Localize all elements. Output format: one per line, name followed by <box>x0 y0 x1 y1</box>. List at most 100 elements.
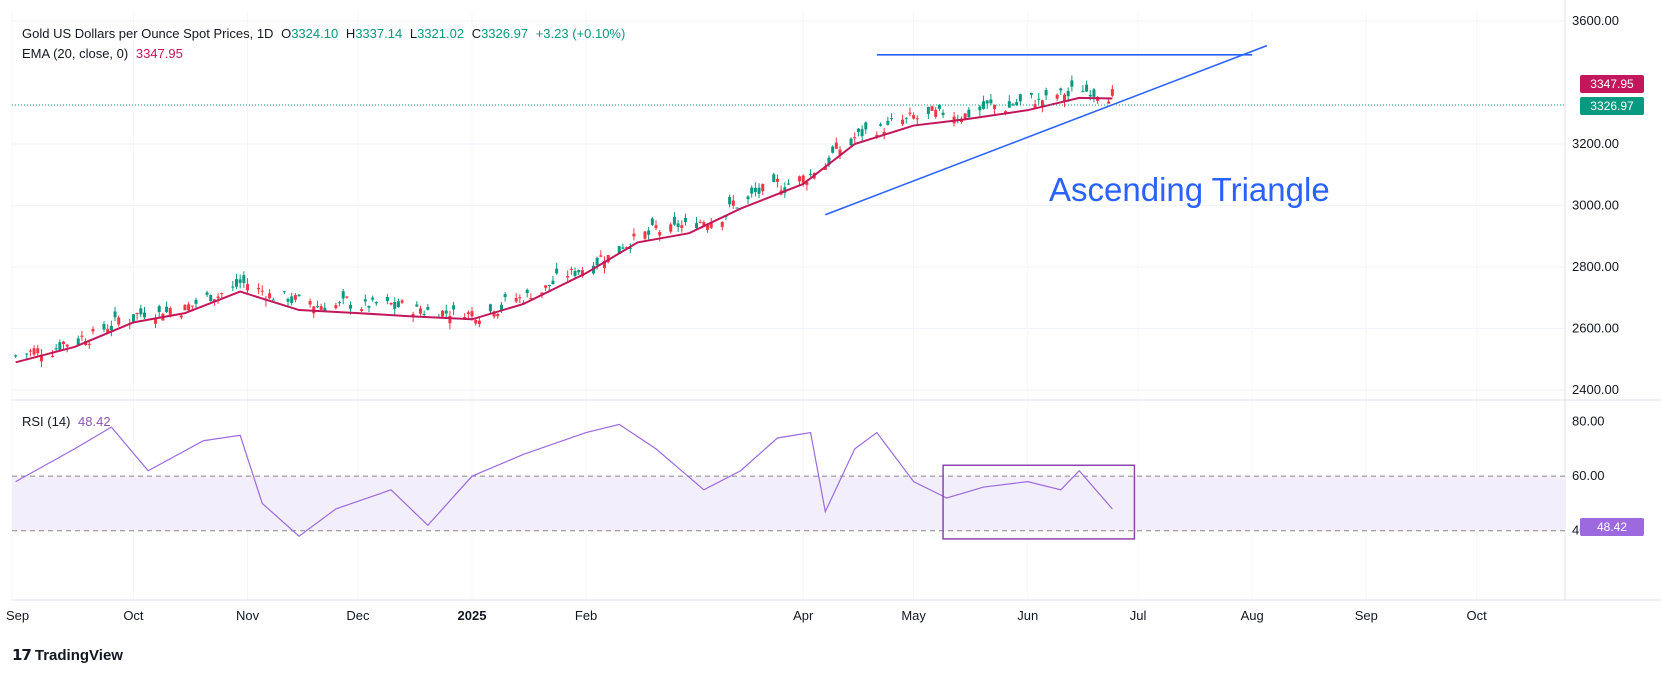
rsi-line <box>15 423 1113 537</box>
candle-body <box>154 318 158 324</box>
candle-body <box>334 305 338 309</box>
candle-body <box>775 178 779 182</box>
candle-body <box>444 310 448 314</box>
candle-body <box>441 310 445 317</box>
candle-body <box>694 223 698 228</box>
candle-body <box>544 285 548 288</box>
candle-body <box>658 231 662 236</box>
rsi-header: RSI (14) 48.42 <box>22 414 115 429</box>
time-axis-label: Oct <box>1467 608 1488 623</box>
candle-body <box>801 175 805 183</box>
candle-body <box>632 233 636 237</box>
rsi-value: 48.42 <box>78 414 111 429</box>
candle-body <box>106 328 110 333</box>
candle-body <box>282 291 286 293</box>
candle-body <box>809 173 813 175</box>
candle-body <box>131 314 135 322</box>
candle-body <box>753 187 757 193</box>
candle-body <box>109 325 113 331</box>
candle-body <box>216 296 220 299</box>
candle-body <box>702 222 706 226</box>
candle-body <box>890 118 894 120</box>
candle-body <box>286 298 290 302</box>
candle-body <box>551 280 555 285</box>
candle-body <box>1033 104 1037 108</box>
candle-body <box>363 299 367 302</box>
candle-body <box>367 306 371 308</box>
price-axis-label: 3200.00 <box>1572 136 1619 151</box>
candle-body <box>617 246 621 255</box>
candle-body <box>371 297 375 300</box>
candle-body <box>36 348 40 354</box>
candle-body <box>1088 94 1092 97</box>
candle-body <box>853 137 857 139</box>
close-price-label: 3326.97 <box>1580 97 1644 115</box>
candle-body <box>1040 100 1044 107</box>
candle-body <box>908 112 912 114</box>
candle-body <box>831 146 835 153</box>
candle-body <box>566 276 570 278</box>
candle-body <box>783 187 787 193</box>
candle-body <box>374 301 378 304</box>
candle-body <box>525 289 529 293</box>
candle-body <box>937 104 941 109</box>
candle-body <box>341 291 345 299</box>
candle-body <box>602 260 606 269</box>
tradingview-branding[interactable]: 𝟭𝟳 TradingView <box>12 646 123 664</box>
candle-body <box>834 142 838 149</box>
candle-body <box>466 312 470 314</box>
candle-body <box>271 299 275 301</box>
candle-body <box>113 311 117 318</box>
candle-body <box>599 255 603 257</box>
candle-body <box>62 341 66 345</box>
candle-body <box>698 221 702 223</box>
candle-body <box>580 270 584 277</box>
candle-body <box>1044 90 1048 96</box>
candle-body <box>669 224 673 232</box>
candle-body <box>415 304 419 307</box>
candle-body <box>882 132 886 135</box>
candle-body <box>102 324 106 330</box>
candle-body <box>912 115 916 119</box>
candle-body <box>293 295 297 300</box>
candle-body <box>577 270 581 273</box>
time-axis-label: Sep <box>1355 608 1378 623</box>
symbol-title: Gold US Dollars per Ounce Spot Prices, 1… <box>22 26 274 41</box>
ema-label: EMA (20, close, 0) <box>22 46 129 61</box>
candle-body <box>477 320 481 325</box>
rsi-label: RSI (14) <box>22 414 71 429</box>
candle-body <box>220 293 224 295</box>
time-axis-label: Feb <box>575 608 597 623</box>
candle-body <box>595 257 599 266</box>
candle-body <box>772 174 776 183</box>
open-label: O <box>281 26 292 41</box>
candle-body <box>179 315 183 318</box>
price-axis-label: 3600.00 <box>1572 13 1619 28</box>
candle-body <box>14 355 18 357</box>
candle-body <box>750 187 754 194</box>
time-axis-label: 2025 <box>458 608 487 623</box>
candle-body <box>941 112 945 115</box>
time-axis-label: Dec <box>346 608 370 623</box>
candle-body <box>165 306 169 313</box>
candle-body <box>87 343 91 345</box>
candle-body <box>676 223 680 227</box>
candle-body <box>720 221 724 227</box>
candle-body <box>205 292 209 295</box>
candle-body <box>757 187 761 194</box>
candle-body <box>315 306 319 308</box>
candle-body <box>190 305 194 307</box>
price-axis-label: 2800.00 <box>1572 259 1619 274</box>
candle-body <box>993 105 997 109</box>
candle-body <box>1015 102 1019 105</box>
close-value: 3326.97 <box>481 26 529 41</box>
candle-body <box>246 284 250 291</box>
candle-body <box>1110 89 1114 96</box>
candle-body <box>422 314 426 316</box>
candle-body <box>389 302 393 305</box>
candle-body <box>360 309 364 312</box>
candle-body <box>323 307 327 312</box>
candle-body <box>805 182 809 185</box>
high-label: H <box>345 26 356 41</box>
